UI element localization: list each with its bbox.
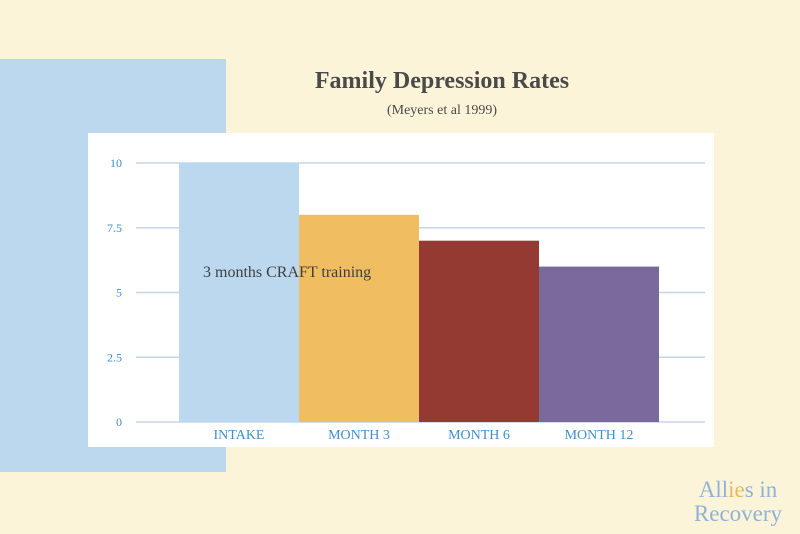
bar-chart: 0 2.5 5 7.5 10 INTAKE MONTH 3 MONTH 6 MONTH 12 3 …	[107, 156, 705, 443]
y-tick-label: 0	[116, 415, 122, 429]
bar	[539, 266, 659, 422]
allies-in-recovery-logo: Allies in Recovery	[683, 478, 793, 526]
x-tick-label: MONTH 3	[328, 428, 390, 443]
x-tick-label: INTAKE	[214, 428, 265, 443]
chart-subtitle: (Meyers et al 1999)	[386, 103, 498, 118]
x-tick-label: MONTH 12	[565, 428, 634, 443]
bar	[179, 163, 299, 422]
logo-line-1: Allies in	[698, 477, 778, 502]
logo-line-2: Recovery	[693, 501, 783, 526]
y-tick-label: 2.5	[107, 350, 122, 364]
y-tick-label: 10	[110, 156, 122, 170]
bar	[419, 240, 539, 422]
chart-panel: 0 2.5 5 7.5 10 INTAKE MONTH 3 MONTH 6 MONTH 12 3 …	[88, 133, 714, 447]
logo-accent: ie	[728, 477, 745, 502]
y-tick-label: 5	[116, 286, 122, 300]
bar	[299, 214, 419, 422]
chart-annotation: 3 months CRAFT training	[203, 264, 371, 281]
chart-title: Family Depression Rates	[314, 68, 570, 94]
x-tick-label: MONTH 6	[448, 428, 510, 443]
y-tick-label: 7.5	[107, 221, 122, 235]
